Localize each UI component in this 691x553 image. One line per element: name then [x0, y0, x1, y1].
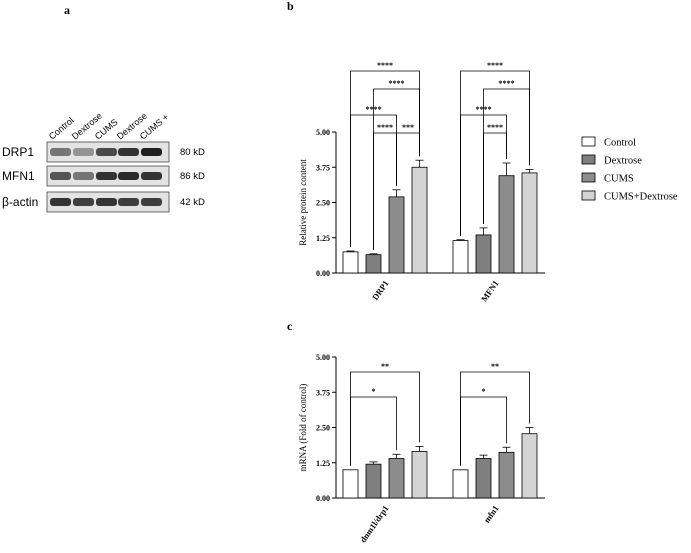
y-tick-label: 0.00 [316, 494, 330, 503]
legend-swatch [581, 190, 596, 201]
blot-band [118, 198, 139, 206]
bar [365, 463, 382, 499]
legend-label: CUMS [604, 174, 634, 185]
significance-bracket [460, 396, 507, 466]
bar [475, 234, 492, 274]
band-size-label: 42 kD [180, 197, 205, 208]
significance-bracket [460, 70, 530, 236]
blot-band [73, 198, 94, 206]
blot-band [118, 148, 139, 156]
bar [388, 458, 405, 499]
blot-band [96, 172, 117, 180]
panel-letter-b: b [287, 0, 294, 13]
bar [498, 175, 515, 274]
bar [342, 469, 359, 499]
significance-label: **** [389, 79, 405, 88]
category-label: dnm1l/drp1 [358, 503, 391, 544]
y-axis-label: mRNA (Fold of control) [298, 384, 308, 472]
blot-band [50, 172, 71, 180]
blot-band [50, 148, 71, 156]
bar [452, 469, 469, 499]
significance-bracket [350, 371, 420, 466]
y-tick-label: 5.00 [316, 128, 330, 137]
significance-label: **** [476, 105, 492, 114]
y-tick-label: 1.25 [316, 234, 330, 243]
bar [411, 451, 428, 499]
lane-label: Control [47, 115, 76, 141]
bar [342, 251, 359, 274]
significance-label: * [482, 387, 486, 396]
blot-band [141, 172, 162, 180]
blot-band [73, 172, 94, 180]
bar [498, 451, 515, 499]
blot-band [141, 148, 162, 156]
significance-bracket [460, 371, 530, 466]
legend-label: Control [604, 138, 636, 149]
bar [521, 172, 538, 274]
significance-label: **** [487, 123, 503, 132]
bar [365, 254, 382, 274]
band-size-label: 80 kD [180, 147, 205, 158]
legend-swatch [581, 172, 596, 183]
significance-label: **** [377, 61, 393, 70]
significance-bracket [350, 70, 420, 248]
significance-label: **** [377, 123, 393, 132]
bar [388, 196, 405, 274]
protein-label: DRP1 [2, 145, 34, 159]
protein-label: MFN1 [2, 169, 35, 183]
y-tick-label: 5.00 [316, 353, 330, 362]
significance-bracket [483, 132, 507, 224]
protein-label: β-actin [2, 195, 38, 209]
category-label: DRP1 [370, 278, 391, 302]
band-size-label: 86 kD [180, 171, 205, 182]
bar [521, 433, 538, 499]
blot-band [50, 198, 71, 206]
category-label: mfn1 [482, 503, 501, 524]
y-tick-label: 2.50 [316, 199, 330, 208]
blot-band [118, 172, 139, 180]
blot-band [96, 148, 117, 156]
significance-label: * [372, 387, 376, 396]
significance-label: **** [366, 105, 382, 114]
protein-content-chart: 0.00 1.25 2.50 3.75 5.00 Relative protein con… [298, 61, 545, 303]
significance-bracket [396, 132, 420, 186]
significance-bracket [350, 396, 397, 466]
y-tick-label: 0.00 [316, 269, 330, 278]
bar [475, 458, 492, 499]
mrna-chart: 0.00 1.25 2.50 3.75 5.00 mRNA (Fold of contro… [298, 353, 545, 544]
legend-swatch [581, 154, 596, 165]
significance-label: **** [499, 79, 515, 88]
y-tick-label: 3.75 [316, 163, 330, 172]
y-tick-label: 1.25 [316, 459, 330, 468]
legend: Control Dextrose CUMS CUMS+Dextrose [581, 136, 678, 203]
significance-label: ** [381, 362, 389, 371]
significance-label: *** [402, 123, 414, 132]
blot-band [96, 198, 117, 206]
legend-swatch [581, 136, 596, 147]
category-label: MFN1 [479, 278, 501, 303]
panel-letter-a: a [64, 3, 70, 17]
significance-label: ** [491, 362, 499, 371]
bar [452, 240, 469, 274]
y-tick-label: 2.50 [316, 424, 330, 433]
legend-label: Dextrose [604, 156, 642, 167]
panel-letter-c: c [287, 319, 293, 333]
bar [411, 166, 428, 274]
y-axis-label: Relative protein content [298, 159, 308, 246]
blot-band [141, 198, 162, 206]
y-tick-label: 3.75 [316, 388, 330, 397]
legend-label: CUMS+Dextrose [604, 192, 678, 203]
blot-band [73, 148, 94, 156]
significance-label: **** [487, 61, 503, 70]
